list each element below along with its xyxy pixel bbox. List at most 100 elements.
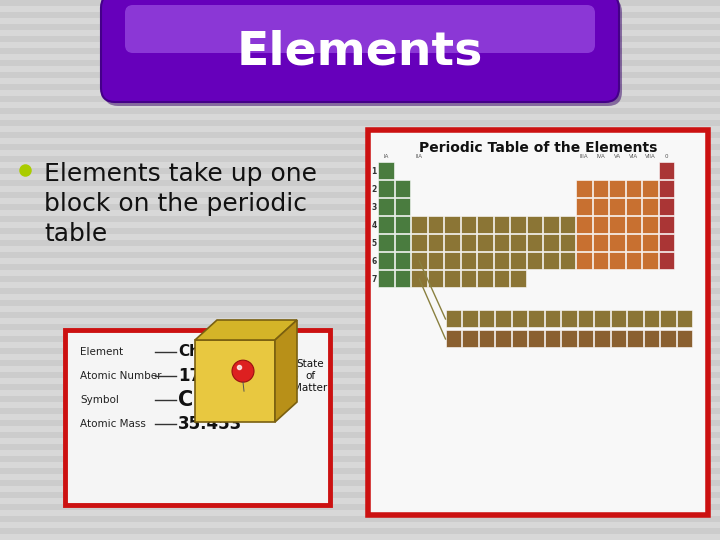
Bar (659, 234, 674, 251)
Text: Elements: Elements (237, 30, 483, 75)
Bar (0, 156, 720, 162)
Bar (0, 210, 720, 216)
Text: VIA: VIA (629, 153, 639, 159)
Bar (0, 108, 720, 114)
Bar (446, 310, 461, 327)
Bar (0, 360, 720, 366)
Bar (0, 120, 720, 126)
Text: IVA: IVA (596, 153, 605, 159)
Bar (0, 90, 720, 96)
Bar (368, 130, 708, 515)
Circle shape (232, 360, 254, 382)
Bar (510, 216, 526, 233)
Bar (594, 310, 610, 327)
Bar (611, 310, 626, 327)
Bar (0, 144, 720, 150)
Bar (0, 96, 720, 102)
Bar (626, 180, 641, 197)
Bar (444, 234, 459, 251)
Bar (0, 246, 720, 252)
Bar (660, 330, 675, 347)
Bar (511, 310, 527, 327)
Bar (627, 330, 642, 347)
Bar (609, 180, 624, 197)
Bar (659, 198, 674, 215)
Bar (0, 228, 720, 234)
Bar (378, 198, 394, 215)
Bar (0, 444, 720, 450)
Bar (479, 330, 494, 347)
Bar (0, 450, 720, 456)
Bar (511, 330, 527, 347)
Text: IIA: IIA (415, 153, 423, 159)
Bar (65, 330, 330, 505)
Bar (659, 216, 674, 233)
Bar (0, 138, 720, 144)
Bar (0, 426, 720, 432)
Bar (576, 198, 592, 215)
Bar (493, 270, 509, 287)
Text: 17: 17 (178, 367, 201, 385)
Bar (594, 330, 610, 347)
Polygon shape (275, 320, 297, 422)
Bar (395, 216, 410, 233)
Text: Periodic Table of the Elements: Periodic Table of the Elements (419, 141, 657, 155)
Bar (0, 78, 720, 84)
Bar (593, 180, 608, 197)
Bar (444, 252, 459, 269)
Bar (0, 486, 720, 492)
Bar (462, 330, 477, 347)
Bar (0, 294, 720, 300)
Bar (0, 366, 720, 372)
Text: 35.453: 35.453 (178, 415, 242, 433)
FancyBboxPatch shape (104, 0, 622, 106)
Bar (627, 310, 642, 327)
Bar (411, 270, 426, 287)
Bar (0, 438, 720, 444)
Bar (0, 348, 720, 354)
Bar (559, 216, 575, 233)
Bar (0, 54, 720, 60)
Bar (642, 216, 657, 233)
Bar (0, 456, 720, 462)
Bar (0, 216, 720, 222)
Bar (378, 252, 394, 269)
Bar (0, 288, 720, 294)
FancyBboxPatch shape (125, 5, 595, 53)
Bar (428, 234, 443, 251)
Bar (593, 216, 608, 233)
Bar (0, 0, 720, 6)
Bar (677, 330, 692, 347)
Text: 3: 3 (372, 202, 377, 212)
Bar (444, 216, 459, 233)
Bar (395, 270, 410, 287)
Bar (493, 216, 509, 233)
Bar (378, 270, 394, 287)
Bar (660, 310, 675, 327)
Bar (395, 234, 410, 251)
Bar (0, 282, 720, 288)
Bar (626, 234, 641, 251)
Text: IIIA: IIIA (580, 153, 588, 159)
Bar (0, 132, 720, 138)
Bar (543, 252, 559, 269)
Bar (0, 312, 720, 318)
Bar (0, 408, 720, 414)
Bar (493, 234, 509, 251)
Bar (0, 222, 720, 228)
Bar (477, 252, 492, 269)
Text: Chlorine: Chlorine (178, 345, 249, 360)
Bar (0, 198, 720, 204)
Bar (0, 252, 720, 258)
Bar (479, 310, 494, 327)
Bar (395, 198, 410, 215)
Bar (526, 234, 542, 251)
Bar (0, 468, 720, 474)
Bar (659, 180, 674, 197)
Bar (642, 252, 657, 269)
Bar (0, 48, 720, 54)
Bar (0, 114, 720, 120)
Bar (0, 264, 720, 270)
Bar (0, 522, 720, 528)
Text: Elements take up one: Elements take up one (44, 162, 317, 186)
